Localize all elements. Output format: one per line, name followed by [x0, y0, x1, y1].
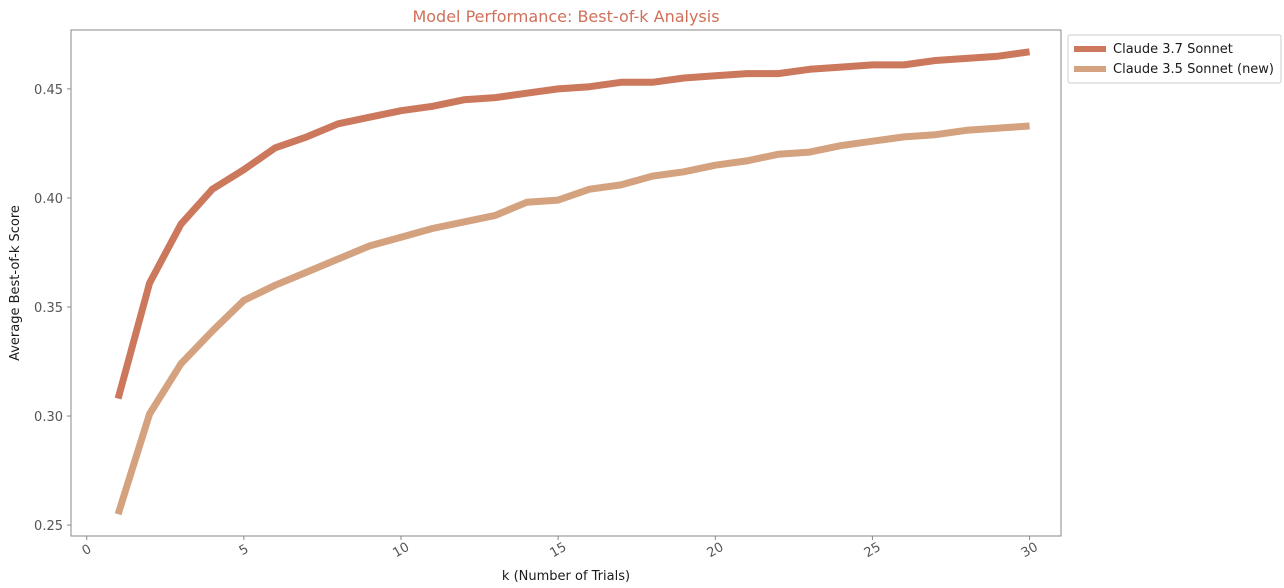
legend-label-claude-3-5-sonnet-new: Claude 3.5 Sonnet (new) — [1113, 62, 1274, 77]
y-axis-label: Average Best-of-k Score — [8, 205, 23, 361]
x-tick-label: 5 — [237, 542, 252, 559]
chart-title: Model Performance: Best-of-k Analysis — [412, 7, 719, 26]
x-tick-label: 0 — [80, 542, 95, 559]
x-axis-label: k (Number of Trials) — [502, 569, 630, 584]
x-tick-label: 30 — [1019, 540, 1041, 561]
plot-area-frame — [70, 29, 1062, 537]
x-tick-label: 20 — [705, 540, 727, 561]
series-line-claude-3-5-sonnet-new — [114, 122, 1030, 516]
series-layer — [114, 48, 1031, 516]
y-tick-label: 0.25 — [34, 519, 63, 534]
legend-label-claude-3-7-sonnet: Claude 3.7 Sonnet — [1113, 42, 1233, 57]
series-line-claude-3-7-sonnet — [114, 48, 1031, 400]
y-tick-label: 0.40 — [34, 192, 63, 207]
y-tick-label: 0.45 — [34, 83, 63, 98]
y-tick-label: 0.35 — [34, 301, 63, 316]
legend: Claude 3.7 Sonnet Claude 3.5 Sonnet (new… — [1067, 34, 1282, 84]
y-axis-ticks: 0.25 0.30 0.35 0.40 0.45 — [34, 83, 71, 534]
legend-frame — [1067, 34, 1282, 84]
x-tick-label: 25 — [862, 540, 884, 561]
x-tick-label: 10 — [390, 540, 412, 561]
x-axis-ticks: 0 5 10 15 20 25 30 — [80, 536, 1041, 561]
y-tick-label: 0.30 — [34, 410, 63, 425]
x-tick-label: 15 — [547, 540, 569, 561]
